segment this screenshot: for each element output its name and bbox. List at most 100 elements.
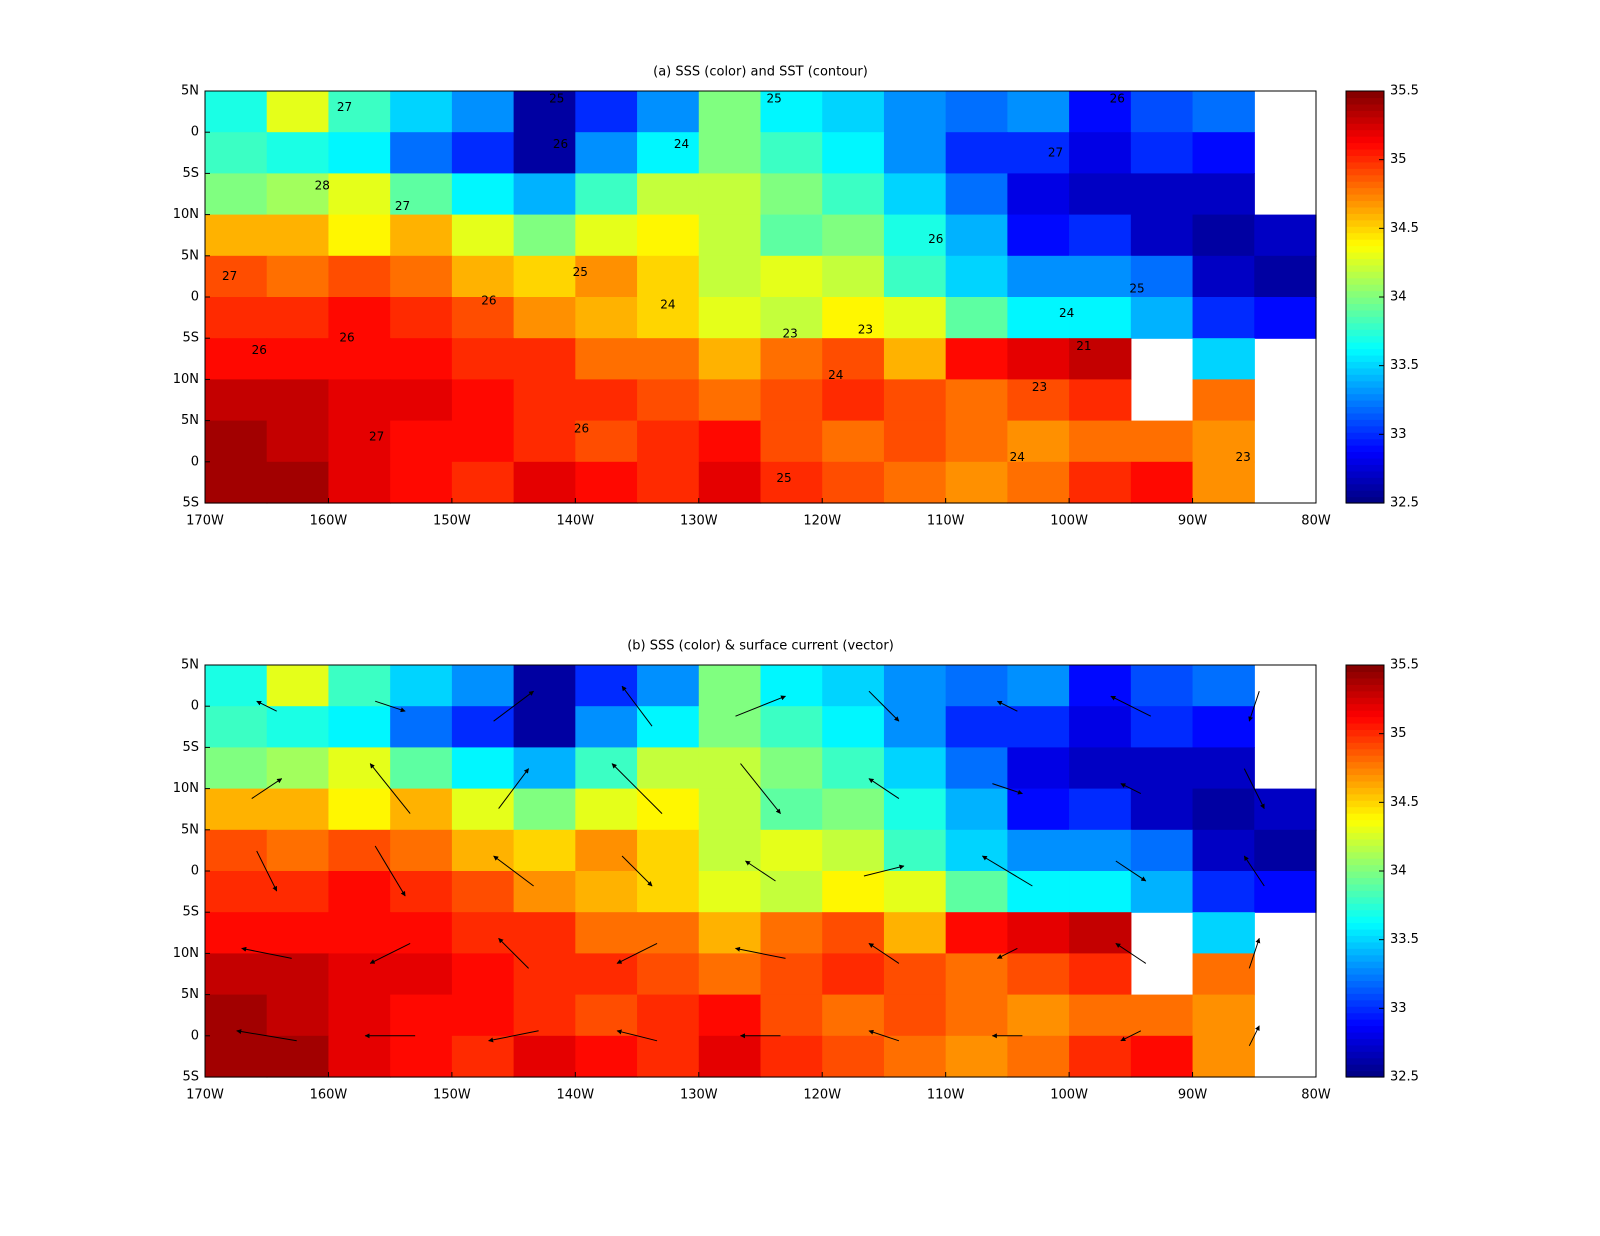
salinity-cell — [637, 1035, 700, 1078]
salinity-cell — [1069, 994, 1132, 1037]
contour-label: 24 — [1059, 306, 1074, 320]
colorbar-swatch — [1346, 419, 1384, 427]
salinity-cell — [637, 132, 700, 174]
colorbar-swatch — [1346, 722, 1384, 730]
salinity-cell — [1007, 747, 1070, 790]
salinity-cell — [698, 173, 762, 216]
salinity-cell — [266, 420, 330, 463]
salinity-cell — [575, 747, 638, 790]
salinity-cell — [883, 1035, 947, 1078]
current-vector — [236, 1029, 297, 1042]
x-tick-label: 80W — [1301, 514, 1331, 529]
salinity-cell — [1192, 706, 1255, 748]
salinity-cell — [945, 953, 1008, 996]
y-tick-label: 5S — [182, 905, 199, 920]
salinity-cell — [575, 255, 638, 298]
colorbar-swatch — [1346, 129, 1384, 137]
salinity-cell — [1130, 132, 1194, 174]
salinity-cell — [698, 706, 762, 748]
colorbar-swatch — [1346, 264, 1384, 272]
salinity-cell — [205, 173, 268, 216]
salinity-cell — [1130, 706, 1194, 748]
salinity-cell — [205, 297, 268, 339]
colorbar-swatch — [1346, 1070, 1384, 1078]
salinity-cell — [760, 461, 823, 504]
salinity-cell — [760, 379, 823, 422]
salinity-cell — [883, 871, 947, 913]
y-tick-label: 10N — [173, 781, 199, 796]
colorbar-swatch — [1346, 941, 1384, 949]
salinity-cell — [451, 255, 515, 298]
colorbar-swatch — [1346, 761, 1384, 769]
colorbar-swatch — [1346, 97, 1384, 105]
salinity-cell — [1069, 379, 1132, 422]
colorbar-swatch — [1346, 335, 1384, 343]
contour-label: 26 — [928, 232, 943, 246]
salinity-cell — [945, 214, 1008, 257]
salinity-cell — [1007, 379, 1070, 422]
colorbar-swatch — [1346, 123, 1384, 131]
y-tick-label: 5S — [182, 331, 199, 346]
salinity-cell — [760, 420, 823, 463]
colorbar-swatch — [1346, 980, 1384, 988]
salinity-cell — [637, 297, 700, 339]
current-vector — [369, 763, 411, 814]
colorbar-swatch — [1346, 665, 1384, 673]
salinity-cell — [390, 255, 453, 298]
salinity-cell — [637, 747, 700, 790]
current-vector — [1248, 1025, 1260, 1047]
colorbar-swatch — [1346, 677, 1384, 685]
colorbar-swatch — [1346, 922, 1384, 930]
salinity-cell — [945, 132, 1008, 174]
colorbar-swatch — [1346, 793, 1384, 801]
salinity-cell — [575, 91, 638, 133]
colorbar-swatch — [1346, 806, 1384, 814]
salinity-cell — [1007, 338, 1070, 380]
salinity-cell — [328, 338, 391, 380]
colorbar-swatch — [1346, 1019, 1384, 1027]
salinity-cell — [1069, 255, 1132, 298]
salinity-cell — [390, 420, 453, 463]
salinity-cell — [205, 132, 268, 174]
salinity-cell — [945, 665, 1008, 707]
salinity-cell — [760, 747, 823, 790]
salinity-cell — [390, 91, 453, 133]
colorbar-swatch — [1346, 890, 1384, 898]
salinity-cell — [205, 871, 268, 913]
y-tick-label: 5N — [181, 413, 199, 428]
colorbar-swatch — [1346, 1025, 1384, 1033]
salinity-cell — [451, 461, 515, 504]
colorbar-swatch — [1346, 877, 1384, 885]
panel-title: (b) SSS (color) & surface current (vecto… — [627, 639, 894, 654]
salinity-cell — [822, 953, 885, 996]
salinity-cell — [1130, 255, 1194, 298]
salinity-cell — [575, 173, 638, 216]
colorbar-swatch — [1346, 690, 1384, 698]
salinity-cell — [390, 912, 453, 954]
colorbar-swatch — [1346, 290, 1384, 298]
colorbar-swatch — [1346, 168, 1384, 176]
colorbar-swatch — [1346, 297, 1384, 305]
salinity-cell — [1192, 132, 1255, 174]
salinity-cell — [451, 132, 515, 174]
salinity-cell — [575, 994, 638, 1037]
colorbar-swatch — [1346, 213, 1384, 221]
salinity-cell — [637, 871, 700, 913]
contour-label: 25 — [549, 92, 564, 106]
salinity-cell — [1192, 994, 1255, 1037]
colorbar-tick-label: 34.5 — [1390, 795, 1419, 810]
salinity-cell — [266, 665, 330, 707]
salinity-cell — [760, 912, 823, 954]
salinity-cell — [205, 829, 268, 872]
salinity-cell — [637, 829, 700, 872]
x-tick-label: 160W — [310, 1088, 348, 1103]
salinity-cell — [1192, 665, 1255, 707]
salinity-cell — [945, 747, 1008, 790]
salinity-cell — [945, 871, 1008, 913]
colorbar-swatch — [1346, 91, 1384, 99]
salinity-cell — [760, 338, 823, 380]
contour-label: 25 — [1129, 281, 1144, 295]
salinity-cell — [637, 173, 700, 216]
salinity-cell — [1130, 1035, 1194, 1078]
salinity-cell — [575, 338, 638, 380]
